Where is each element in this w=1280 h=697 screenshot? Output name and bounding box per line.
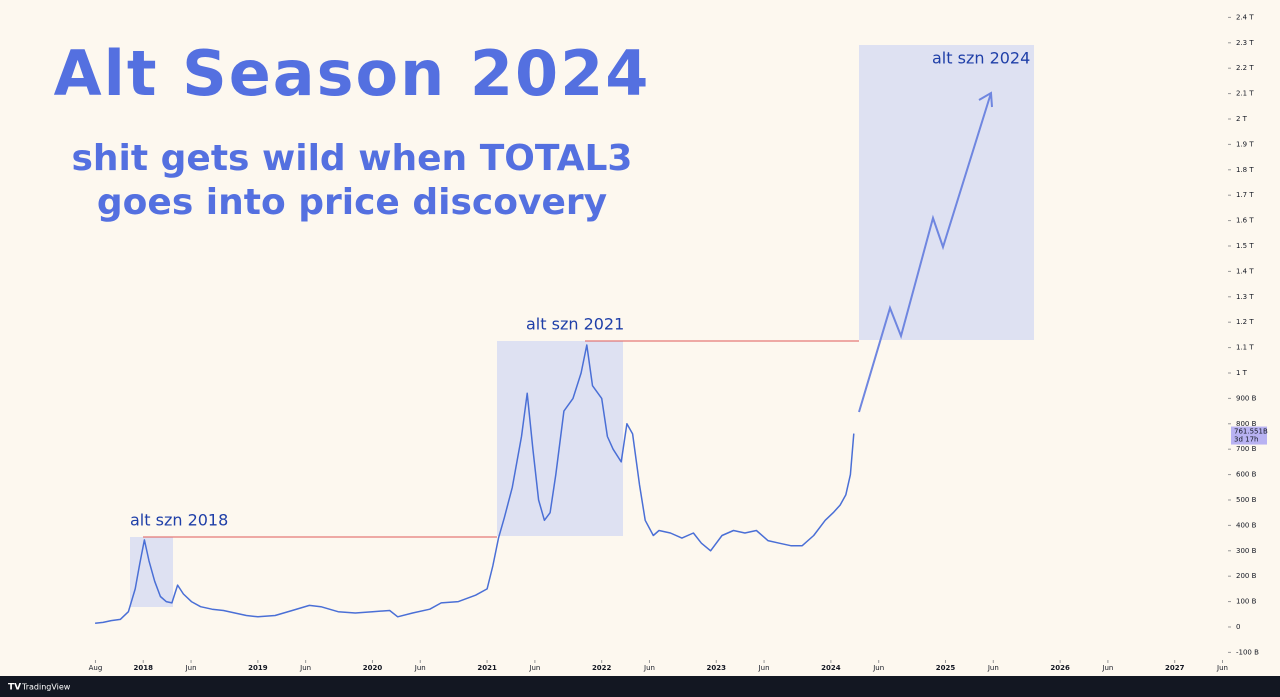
x-tick-label: Jun [414, 664, 426, 672]
y-tick-label: -100 B [1236, 648, 1259, 656]
x-tick-label: Jun [987, 664, 999, 672]
price-label-box [1231, 426, 1267, 445]
x-tick-label: Jun [185, 664, 197, 672]
subtitle-line: goes into price discovery [97, 182, 607, 223]
y-tick-label: 1.5 T [1236, 242, 1254, 250]
y-tick-label: 800 B [1236, 420, 1257, 428]
y-tick-label: 1.9 T [1236, 140, 1254, 148]
brand-logo: TV [8, 683, 21, 693]
x-tick-label: Aug [89, 664, 103, 672]
y-tick-label: 200 B [1236, 572, 1257, 580]
annotation: alt szn 2024 [932, 49, 1030, 68]
x-tick-label: 2027 [1165, 664, 1185, 672]
y-tick-label: 1.8 T [1236, 166, 1254, 174]
x-tick-label: Jun [299, 664, 311, 672]
y-tick-label: 100 B [1236, 598, 1257, 606]
y-tick-label: 500 B [1236, 496, 1257, 504]
price-countdown: 3d 17h [1234, 436, 1258, 444]
x-tick-label: 2020 [363, 664, 383, 672]
y-tick-label: 300 B [1236, 547, 1257, 555]
price-label: 761.551B [1234, 428, 1268, 436]
y-tick-label: 1.2 T [1236, 318, 1254, 326]
x-tick-label: Jun [528, 664, 540, 672]
annotation: alt szn 2021 [526, 315, 624, 334]
y-tick-label: 2.1 T [1236, 90, 1254, 98]
brand: TradingView [21, 683, 71, 692]
x-tick-label: Jun [758, 664, 770, 672]
x-tick-label: 2021 [477, 664, 497, 672]
projection-arrowhead [978, 91, 993, 108]
y-tick-label: 2.3 T [1236, 39, 1254, 47]
y-tick-label: 1 T [1236, 369, 1248, 377]
y-tick-label: 1.6 T [1236, 217, 1254, 225]
y-tick-label: 1.1 T [1236, 344, 1254, 352]
subtitle-line: shit gets wild when TOTAL3 [72, 138, 633, 179]
x-tick-label: 2023 [707, 664, 727, 672]
y-tick-label: 2 T [1236, 115, 1248, 123]
projection-path [858, 92, 992, 413]
x-tick-label: 2022 [592, 664, 612, 672]
x-tick-label: Jun [872, 664, 884, 672]
x-tick-label: 2018 [134, 664, 154, 672]
y-tick-label: 400 B [1236, 521, 1257, 529]
x-tick-label: 2026 [1050, 664, 1070, 672]
y-tick-label: 700 B [1236, 445, 1257, 453]
x-tick-label: 2019 [248, 664, 268, 672]
y-tick-label: 600 B [1236, 471, 1257, 479]
x-tick-label: Jun [643, 664, 655, 672]
x-tick-label: Jun [1101, 664, 1113, 672]
y-tick-label: 1.3 T [1236, 293, 1254, 301]
y-tick-label: 2.4 T [1236, 13, 1254, 21]
y-tick-label: 900 B [1236, 394, 1257, 402]
y-tick-label: 0 [1236, 623, 1240, 631]
x-tick-label: Jun [1216, 664, 1228, 672]
y-tick-label: 1.4 T [1236, 267, 1254, 275]
footer-bar [0, 676, 1280, 697]
highlight-box [859, 45, 1034, 340]
y-tick-label: 1.7 T [1236, 191, 1254, 199]
price-line [95, 344, 855, 624]
x-tick-label: 2025 [936, 664, 956, 672]
chart-title: Alt Season 2024 [54, 37, 651, 110]
y-tick-label: 2.2 T [1236, 64, 1254, 72]
x-tick-label: 2024 [821, 664, 841, 672]
annotation: alt szn 2018 [130, 511, 228, 530]
